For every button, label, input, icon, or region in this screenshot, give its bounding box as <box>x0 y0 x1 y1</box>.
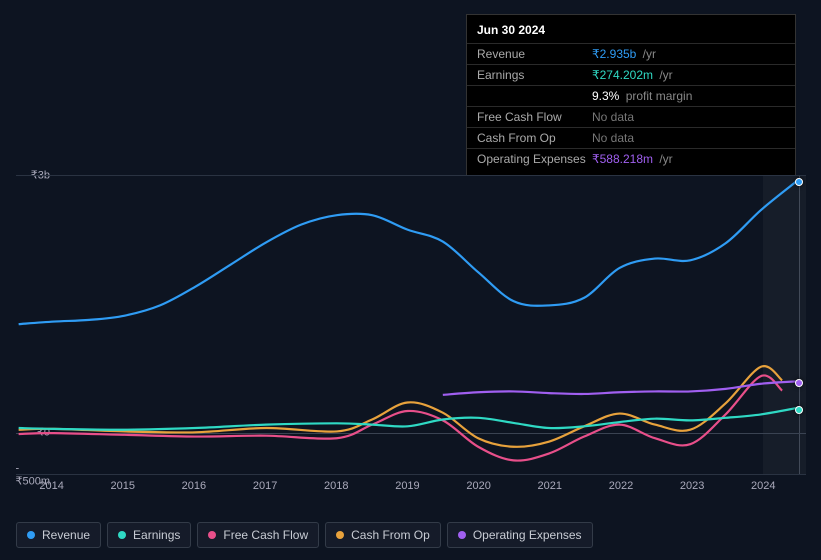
legend-label: Free Cash Flow <box>223 528 308 542</box>
chart-lines-svg <box>16 176 806 474</box>
legend-label: Operating Expenses <box>473 528 582 542</box>
tooltip-row: 9.3% profit margin <box>467 85 795 106</box>
x-tick-label: 2017 <box>253 480 277 492</box>
tooltip-row-label <box>477 89 592 103</box>
legend-dot-icon <box>208 531 216 539</box>
x-tick-label: 2024 <box>751 480 775 492</box>
x-tick-label: 2023 <box>680 480 704 492</box>
x-tick-label: 2016 <box>182 480 206 492</box>
legend-label: Earnings <box>133 528 180 542</box>
chart-legend: Revenue Earnings Free Cash Flow Cash From O… <box>16 522 593 548</box>
tooltip-row-label: Free Cash Flow <box>477 110 592 124</box>
legend-label: Revenue <box>42 528 90 542</box>
tooltip-date: Jun 30 2024 <box>467 21 795 43</box>
legend-item-earnings[interactable]: Earnings <box>107 522 191 548</box>
tooltip-row-value: ₹2.935b <box>592 47 636 61</box>
x-tick-label: 2020 <box>466 480 490 492</box>
legend-dot-icon <box>27 531 35 539</box>
legend-dot-icon <box>336 531 344 539</box>
legend-item-opex[interactable]: Operating Expenses <box>447 522 593 548</box>
tooltip-row-nodata: No data <box>592 110 634 124</box>
tooltip-row-value: ₹274.202m <box>592 68 653 82</box>
revenue-marker <box>795 178 803 186</box>
revenue-line <box>19 182 797 325</box>
tooltip-margin-label: profit margin <box>622 89 692 103</box>
tooltip-row-label: Revenue <box>477 47 592 61</box>
chart-tooltip: Jun 30 2024 Revenue₹2.935b /yrEarnings₹2… <box>466 14 796 176</box>
tooltip-row: Earnings₹274.202m /yr <box>467 64 795 85</box>
legend-item-fcf[interactable]: Free Cash Flow <box>197 522 319 548</box>
legend-item-revenue[interactable]: Revenue <box>16 522 101 548</box>
opex-marker <box>795 379 803 387</box>
x-tick-label: 2018 <box>324 480 348 492</box>
tooltip-row-label: Earnings <box>477 68 592 82</box>
x-tick-label: 2022 <box>609 480 633 492</box>
legend-label: Cash From Op <box>351 528 430 542</box>
chart-plot-area[interactable] <box>16 175 806 475</box>
tooltip-row-unit: /yr <box>639 47 656 61</box>
x-tick-label: 2019 <box>395 480 419 492</box>
legend-dot-icon <box>458 531 466 539</box>
legend-item-cfo[interactable]: Cash From Op <box>325 522 441 548</box>
earnings-marker <box>795 406 803 414</box>
tooltip-row: Cash From OpNo data <box>467 127 795 148</box>
legend-dot-icon <box>118 531 126 539</box>
x-tick-label: 2021 <box>538 480 562 492</box>
tooltip-row: Revenue₹2.935b /yr <box>467 43 795 64</box>
tooltip-margin-value: 9.3% <box>592 89 619 103</box>
x-tick-label: 2015 <box>111 480 135 492</box>
tooltip-row: Free Cash FlowNo data <box>467 106 795 127</box>
x-tick-label: 2014 <box>39 480 63 492</box>
tooltip-rows: Revenue₹2.935b /yrEarnings₹274.202m /yr9… <box>467 43 795 169</box>
tooltip-row-label: Cash From Op <box>477 131 592 145</box>
tooltip-row-nodata: No data <box>592 131 634 145</box>
x-axis-labels: 2014 2015 2016 2017 2018 2019 2020 2021 2022 2023… <box>16 476 806 496</box>
financials-chart: ₹3b₹0-₹500m 2014201520162017201820192020… <box>16 160 806 516</box>
tooltip-row-unit: /yr <box>656 68 673 82</box>
